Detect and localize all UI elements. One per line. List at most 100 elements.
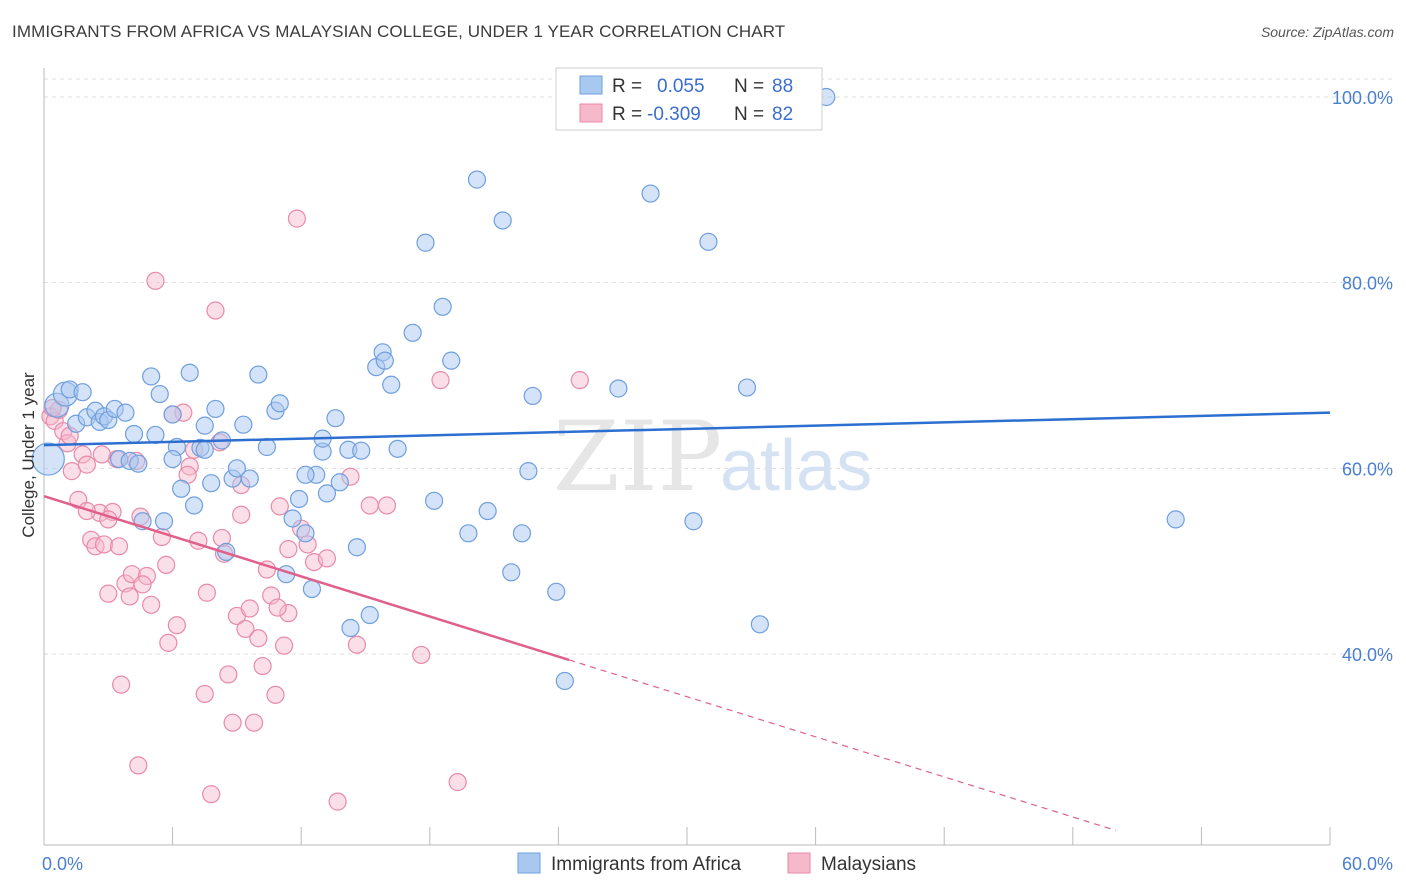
watermark-atlas: atlas (720, 426, 872, 506)
point-malaysians (129, 756, 148, 775)
point-malaysians (249, 629, 268, 648)
point-immigrants-from-africa (129, 454, 148, 473)
y-axis-label: College, Under 1 year (19, 372, 38, 538)
point-malaysians (317, 549, 337, 568)
point-immigrants-from-africa (641, 184, 660, 203)
y-tick-label: 100.0% (1332, 88, 1393, 108)
series-malaysians (41, 209, 589, 811)
point-malaysians (279, 604, 298, 623)
point-immigrants-from-africa (403, 323, 422, 342)
point-malaysians (287, 209, 307, 228)
point-malaysians (223, 713, 242, 732)
series-legend: Immigrants from Africa Malaysians (517, 852, 916, 875)
point-malaysians (206, 301, 225, 320)
point-immigrants-from-africa (172, 479, 191, 498)
legend-r-label-1: R = (612, 76, 642, 97)
x-tick-labels: 0.0% 60.0% (42, 854, 1393, 874)
point-malaysians (195, 684, 214, 704)
point-immigrants-from-africa (195, 440, 214, 459)
point-immigrants-from-africa (163, 449, 182, 469)
point-immigrants-from-africa (163, 405, 182, 424)
point-immigrants-from-africa (519, 462, 538, 481)
point-malaysians (266, 685, 285, 704)
trend-lines (43, 411, 1331, 831)
point-malaysians (159, 633, 178, 652)
point-immigrants-from-africa (1166, 510, 1185, 529)
point-malaysians (253, 656, 272, 676)
legend-n-label-2: N = (734, 104, 764, 125)
point-immigrants-from-africa (180, 363, 199, 382)
point-immigrants-from-africa (330, 473, 349, 492)
point-malaysians (274, 636, 294, 655)
source-credit: Source: ZipAtlas.com (1260, 24, 1394, 40)
point-immigrants-from-africa (416, 233, 435, 252)
point-malaysians (92, 445, 111, 464)
bottom-swatch-malaysians (787, 852, 811, 874)
point-immigrants-from-africa (382, 375, 401, 394)
point-malaysians (142, 595, 161, 614)
point-immigrants-from-africa (195, 416, 214, 435)
legend-r-value-1: 0.055 (657, 76, 705, 97)
point-malaysians (412, 645, 431, 665)
x-tick-label-min: 0.0% (42, 854, 83, 874)
point-immigrants-from-africa (347, 538, 367, 557)
point-immigrants-from-africa (317, 484, 337, 503)
point-immigrants-from-africa (240, 469, 259, 488)
point-immigrants-from-africa (283, 509, 302, 528)
point-malaysians (94, 535, 114, 554)
point-immigrants-from-africa (737, 378, 757, 397)
point-immigrants-from-africa (116, 403, 135, 422)
point-immigrants-from-africa (206, 399, 225, 419)
point-malaysians (270, 497, 289, 516)
point-malaysians (377, 496, 397, 515)
point-immigrants-from-africa (442, 351, 461, 370)
trend-line-africa (43, 411, 1331, 447)
point-immigrants-from-africa (750, 615, 769, 634)
point-immigrants-from-africa (478, 501, 497, 521)
point-malaysians (109, 537, 129, 556)
point-malaysians (431, 371, 450, 390)
legend-n-value-1: 88 (772, 76, 793, 97)
point-immigrants-from-africa (388, 439, 407, 458)
legend-swatch-africa (579, 75, 603, 95)
point-malaysians (202, 785, 221, 804)
point-malaysians (167, 616, 186, 635)
point-malaysians (232, 505, 251, 524)
legend-r-label-2: R = (612, 104, 642, 125)
point-malaysians (448, 773, 467, 792)
chart-title: IMMIGRANTS FROM AFRICA VS MALAYSIAN COLL… (12, 22, 786, 41)
legend-swatch-malaysians (579, 103, 603, 123)
watermark: ZIP atlas (553, 401, 872, 513)
point-malaysians (360, 496, 379, 515)
point-immigrants-from-africa (433, 297, 452, 316)
point-malaysians (347, 635, 367, 654)
point-malaysians (240, 599, 259, 618)
point-immigrants-from-africa (424, 491, 444, 510)
correlation-legend: R = 0.055 N = 88 R = -0.309 N = 82 (555, 67, 823, 131)
point-malaysians (146, 271, 165, 290)
point-immigrants-from-africa (512, 524, 532, 543)
point-malaysians (279, 539, 298, 559)
point-immigrants-from-africa (184, 496, 204, 515)
point-immigrants-from-africa (523, 386, 542, 406)
point-immigrants-from-africa (302, 579, 322, 599)
point-malaysians (120, 587, 139, 606)
point-malaysians (99, 584, 118, 603)
point-immigrants-from-africa (227, 459, 246, 478)
point-immigrants-from-africa (493, 211, 512, 230)
point-immigrants-from-africa (296, 524, 315, 543)
trend-line-malaysians (43, 494, 570, 662)
point-immigrants-from-africa (257, 437, 277, 457)
point-immigrants-from-africa (146, 425, 165, 445)
point-malaysians (62, 462, 81, 481)
point-malaysians (77, 455, 96, 474)
point-immigrants-from-africa (547, 582, 566, 601)
y-tick-label: 80.0% (1342, 274, 1393, 294)
point-immigrants-from-africa (555, 671, 574, 691)
axes (43, 68, 1331, 846)
y-tick-label: 40.0% (1342, 645, 1393, 665)
point-immigrants-from-africa (375, 351, 394, 370)
point-immigrants-from-africa (154, 512, 174, 531)
point-immigrants-from-africa (31, 442, 65, 476)
